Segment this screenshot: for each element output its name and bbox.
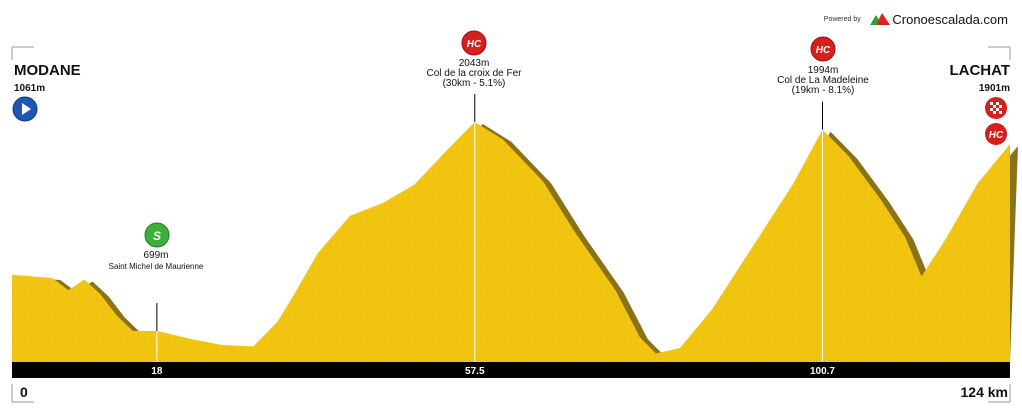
axis-start-label: 0 [20,384,28,400]
climb-1-altitude: 2043m [458,58,490,69]
axis-bar [12,362,1010,378]
powered-by-text: Powered by [823,16,861,23]
start-altitude: 1061m [14,83,46,94]
start-play-icon [12,96,38,122]
axis-tick-label: 100.7 [810,366,835,377]
brand-credit: Powered by Cronoescalada.com [824,12,1008,27]
climb-1-hc-badge: HC [461,30,487,56]
profile-area [12,121,1010,362]
sprint-name: Saint Michel de Maurienne [108,262,204,271]
climb-2-detail: (19km - 8.1%) [791,85,855,96]
finish-altitude: 1901m [978,83,1010,94]
checkered-flag-icon [985,97,1007,119]
climb-2-category: HC [816,45,831,56]
climb-1-category: HC [467,39,482,50]
climb-2-name: Col de La Madeleine [777,75,869,86]
climb-1-detail: (30km - 5.1%) [442,78,506,89]
sprint-altitude: 699m [143,250,169,261]
climb-1-name: Col de la croix de Fer [426,68,522,79]
brand-name: Cronoescalada.com [892,12,1008,27]
climb-2-altitude: 1994m [807,65,839,76]
axis-tick-label: 18 [151,366,163,377]
finish-name: LACHAT [949,62,1010,79]
mountain-logo-icon [870,13,891,25]
sprint-category: S [153,229,161,243]
climb-2-hc-badge: HC [810,36,836,62]
sprint-badge: S [144,222,170,248]
start-name: MODANE [14,62,81,79]
axis-tick-label: 57.5 [465,366,485,377]
finish-hc-badge: HC [985,123,1007,145]
finish-hc-text: HC [989,130,1004,141]
axis-end-label: 124 km [960,384,1008,400]
